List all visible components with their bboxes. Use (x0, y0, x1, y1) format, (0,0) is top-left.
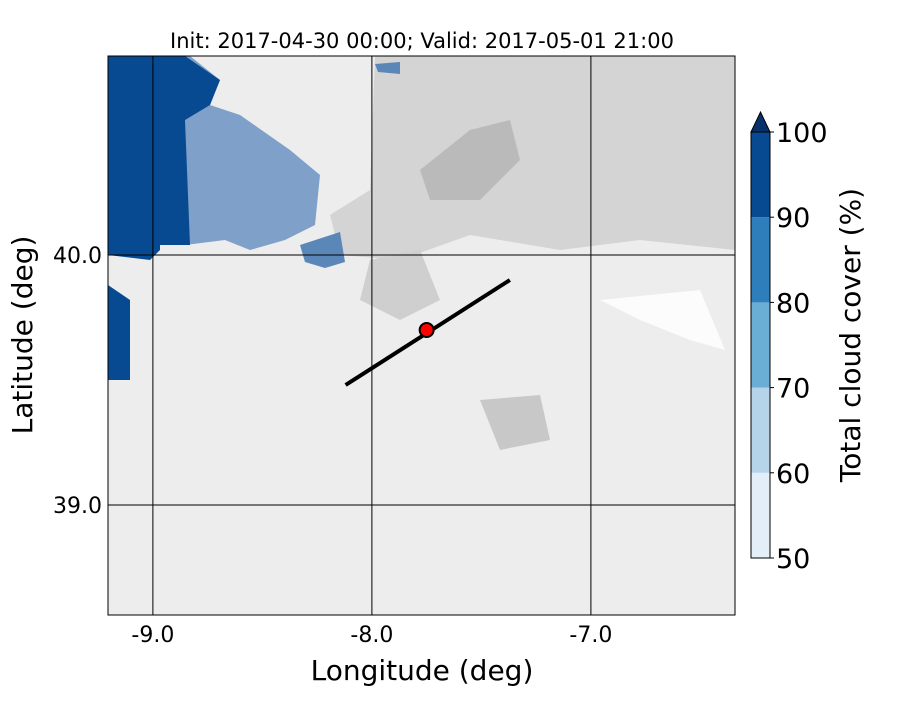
colorbar-tick-label: 70 (776, 374, 810, 405)
cloud-patch (300, 232, 345, 268)
colorbar-band (751, 302, 770, 388)
y-axis-label: Latitude (deg) (6, 236, 39, 435)
x-axis-label: Longitude (deg) (311, 654, 534, 687)
colorbar-extend (750, 110, 771, 133)
terrain-hill (480, 395, 550, 450)
colorbar-tick-label: 50 (776, 544, 810, 575)
cloud-dense (160, 56, 220, 245)
colorbar-band (751, 472, 770, 558)
y-tick-label: 39.0 (53, 494, 102, 519)
x-tick-label: -8.0 (350, 623, 393, 648)
terrain-peak (420, 120, 520, 200)
colorbar-tick-label: 60 (776, 459, 810, 490)
colorbar-band (751, 387, 770, 473)
colorbar-tick-label: 100 (776, 118, 828, 149)
colorbar-band (751, 132, 770, 218)
terrain-ridge (360, 250, 440, 320)
cloud-dense (108, 285, 130, 380)
y-tick-label: 40.0 (53, 244, 102, 269)
river (600, 290, 725, 350)
colorbar-frame (750, 131, 771, 559)
colorbar-tick-label: 80 (776, 288, 810, 319)
terrain-high (330, 56, 735, 260)
map-plot (107, 55, 736, 616)
cloud-dense (108, 56, 160, 260)
title: Init: 2017-04-30 00:00; Valid: 2017-05-0… (170, 29, 674, 53)
colorbar-band (751, 217, 770, 303)
x-tick-label: -7.0 (569, 623, 612, 648)
plot-frame (107, 55, 736, 616)
x-tick-label: -9.0 (131, 623, 174, 648)
location-point (418, 322, 435, 338)
colorbar: 50 60 70 80 90 100 (750, 110, 828, 575)
colorbar-label: Total cloud cover (%) (834, 188, 867, 483)
colorbar-tick-label: 90 (776, 203, 810, 234)
cloud-patch (375, 62, 400, 74)
